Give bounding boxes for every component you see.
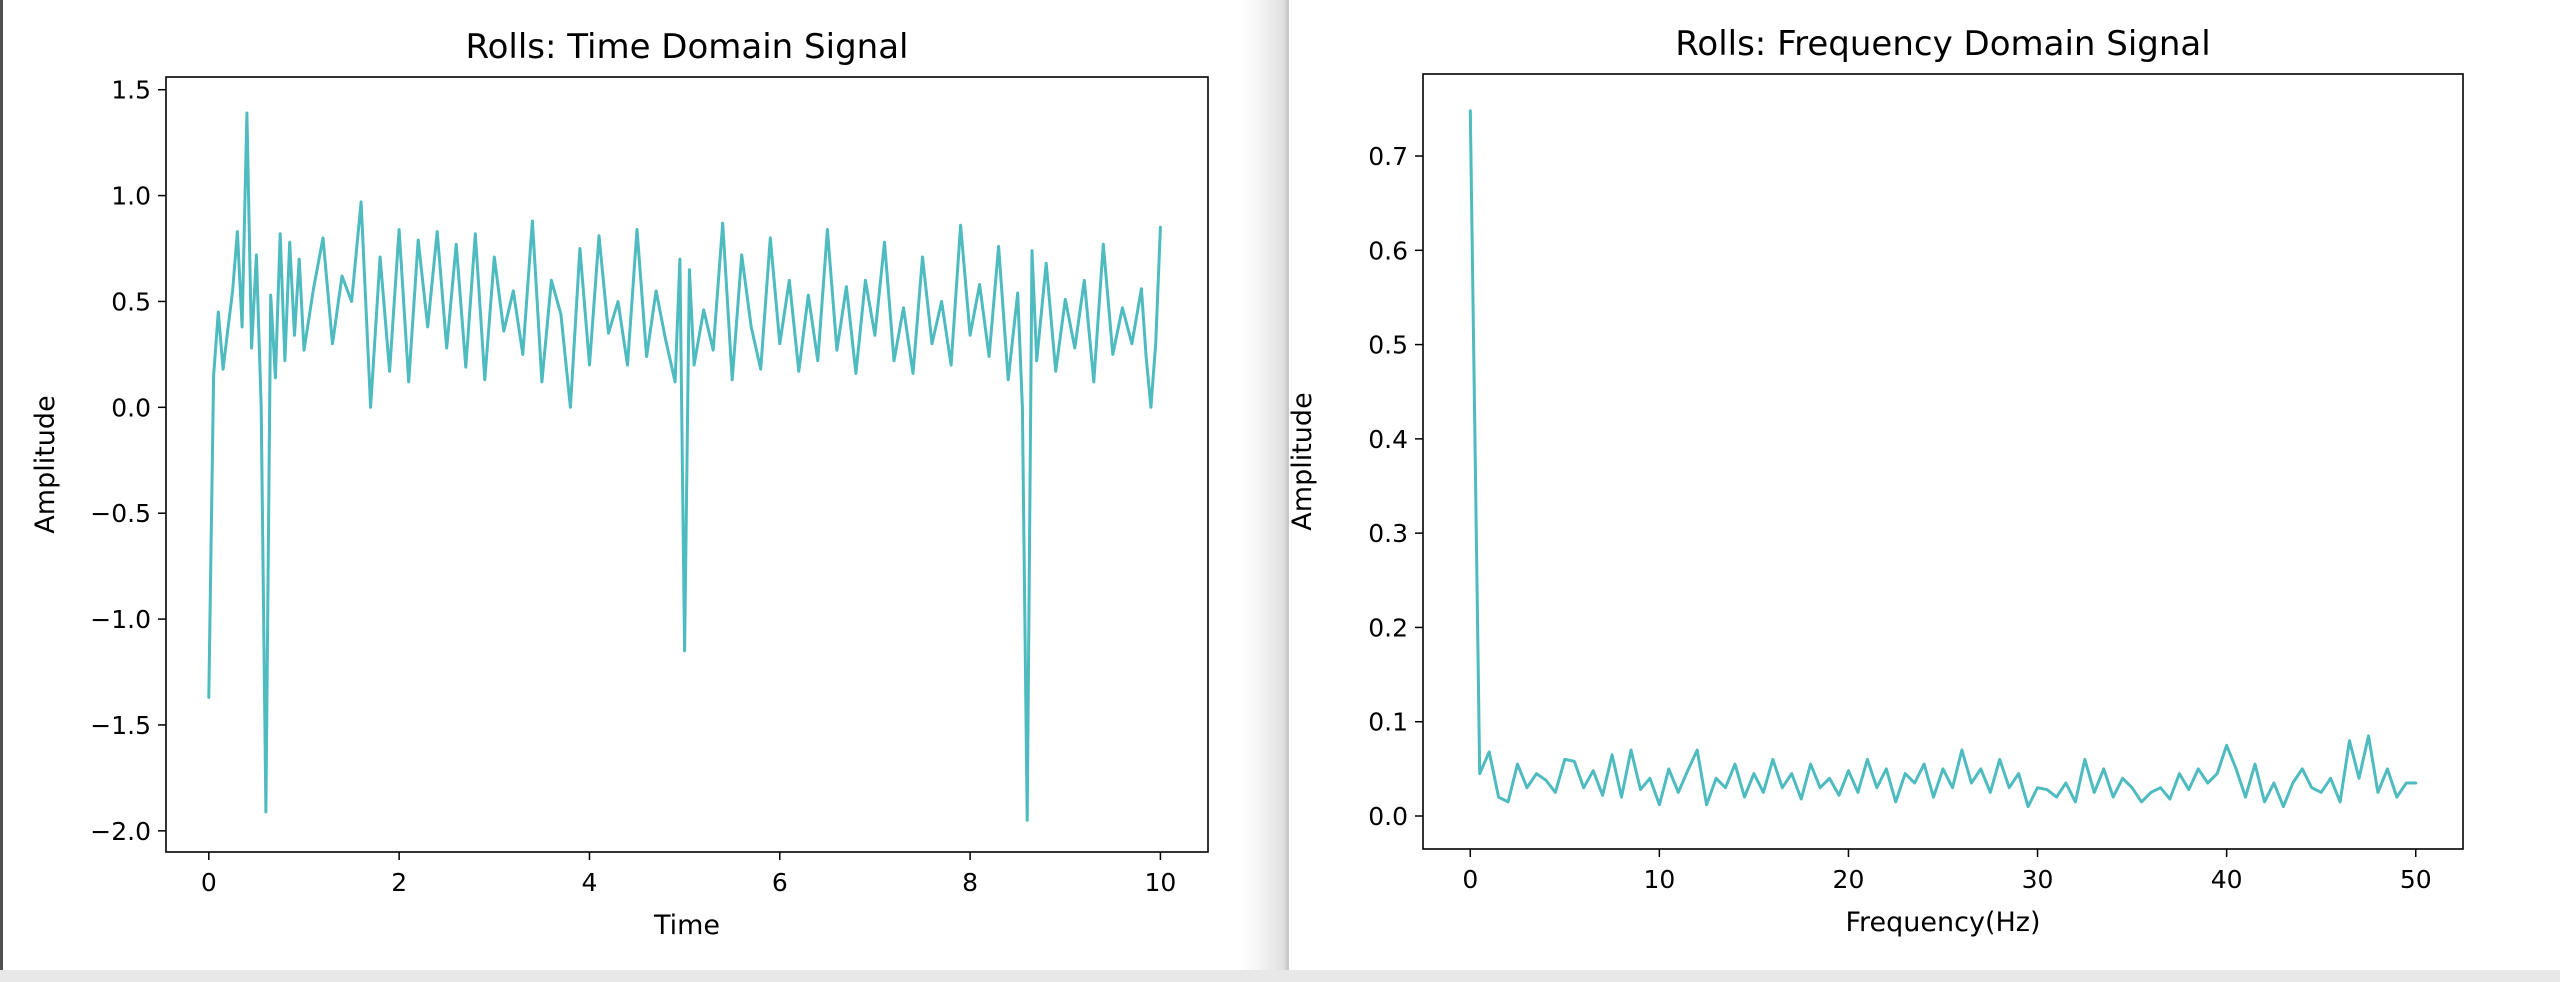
y-tick-label: −2.0 <box>90 817 151 846</box>
x-axis-label: Time <box>653 910 720 941</box>
y-tick-label: 0.0 <box>1368 802 1408 831</box>
y-tick-label: −1.0 <box>90 605 151 634</box>
y-tick-label: 0.5 <box>111 287 151 316</box>
x-tick-label: 4 <box>582 868 598 897</box>
y-tick-label: 0.2 <box>1368 613 1408 642</box>
y-tick-label: 0.1 <box>1368 708 1408 737</box>
y-tick-label: 0.4 <box>1368 425 1408 454</box>
figure-divider <box>1287 0 1289 982</box>
y-axis-label: Amplitude <box>1289 392 1318 530</box>
frequency-domain-chart: Rolls: Frequency Domain Signal 0 10 20 30 40 5… <box>1289 24 2464 938</box>
y-tick-label: −1.5 <box>90 711 151 740</box>
time-domain-chart: Rolls: Time Domain Signal 0 2 4 6 8 10 1.5 1.0 0.… <box>30 27 1209 941</box>
x-tick-label: 40 <box>2211 865 2243 894</box>
y-tick-label: −0.5 <box>90 499 151 528</box>
window-left-edge <box>0 0 3 982</box>
x-tick-label: 50 <box>2400 865 2432 894</box>
y-tick-label: 0.6 <box>1368 236 1408 265</box>
series-line-0 <box>1468 109 2418 809</box>
y-tick-label: 1.0 <box>111 182 151 211</box>
chart-title: Rolls: Frequency Domain Signal <box>1675 24 2210 64</box>
x-tick-label: 2 <box>391 868 407 897</box>
x-tick-label: 30 <box>2022 865 2054 894</box>
chart-title: Rolls: Time Domain Signal <box>466 27 909 67</box>
x-axis-label: Frequency(Hz) <box>1845 907 2040 938</box>
y-tick-label: 0.3 <box>1368 519 1408 548</box>
x-tick-label: 8 <box>962 868 978 897</box>
x-tick-label: 0 <box>1462 865 1478 894</box>
y-axis-label: Amplitude <box>30 395 61 533</box>
plot-frame <box>1422 73 2464 850</box>
x-tick-label: 10 <box>1643 865 1675 894</box>
y-tick-label: 0.7 <box>1368 142 1408 171</box>
x-tick-label: 20 <box>1833 865 1865 894</box>
x-tick-label: 0 <box>201 868 217 897</box>
y-tick-label: 0.0 <box>111 393 151 422</box>
series-line-0 <box>207 111 1162 822</box>
window-bottom-edge <box>0 970 2560 982</box>
figure-divider-shadow <box>1240 0 1288 982</box>
x-tick-label: 6 <box>772 868 788 897</box>
y-tick-label: 1.5 <box>111 76 151 105</box>
x-tick-label: 10 <box>1145 868 1177 897</box>
y-tick-label: 0.5 <box>1368 331 1408 360</box>
plot-frame <box>165 76 1209 853</box>
